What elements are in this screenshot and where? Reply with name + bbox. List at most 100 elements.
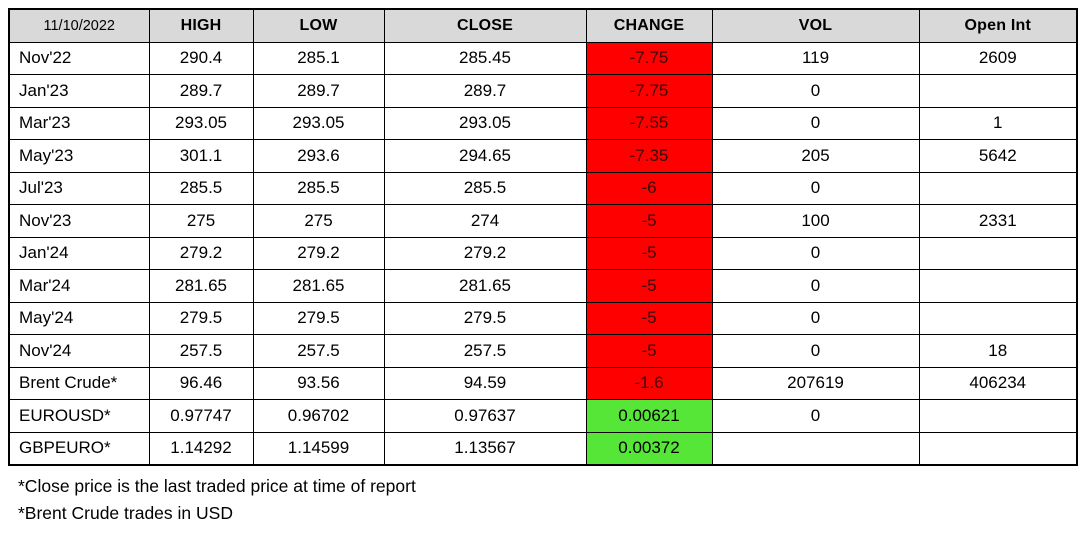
row-label: Jul'23 <box>8 171 150 205</box>
column-header-open-int: Open Int <box>918 8 1078 43</box>
cell-open-int: 5642 <box>918 139 1078 173</box>
cell-close: 279.5 <box>383 301 587 335</box>
cell-vol: 205 <box>711 139 920 173</box>
cell-high: 279.5 <box>148 301 254 335</box>
row-label: Mar'23 <box>8 106 150 140</box>
cell-change: 0.00372 <box>585 431 713 466</box>
cell-close: 1.13567 <box>383 431 587 466</box>
report-date-header: 11/10/2022 <box>8 8 150 43</box>
cell-close: 294.65 <box>383 139 587 173</box>
cell-high: 257.5 <box>148 334 254 368</box>
cell-low: 285.1 <box>252 41 385 75</box>
cell-open-int: 2331 <box>918 204 1078 238</box>
table-row: Nov'22 290.4 285.1 285.45 -7.75 119 2609 <box>8 41 1078 75</box>
cell-change: -5 <box>585 334 713 368</box>
cell-close: 285.5 <box>383 171 587 205</box>
cell-vol: 0 <box>711 269 920 303</box>
cell-high: 293.05 <box>148 106 254 140</box>
cell-high: 301.1 <box>148 139 254 173</box>
cell-high: 0.97747 <box>148 399 254 433</box>
row-label: Brent Crude* <box>8 366 150 400</box>
cell-close: 293.05 <box>383 106 587 140</box>
cell-close: 0.97637 <box>383 399 587 433</box>
cell-open-int: 1 <box>918 106 1078 140</box>
cell-open-int <box>918 301 1078 335</box>
cell-change: -7.75 <box>585 74 713 108</box>
row-label: May'24 <box>8 301 150 335</box>
cell-low: 293.6 <box>252 139 385 173</box>
cell-vol: 119 <box>711 41 920 75</box>
cell-close: 285.45 <box>383 41 587 75</box>
cell-high: 1.14292 <box>148 431 254 466</box>
column-header-high: HIGH <box>148 8 254 43</box>
cell-low: 279.5 <box>252 301 385 335</box>
column-header-low: LOW <box>252 8 385 43</box>
cell-low: 289.7 <box>252 74 385 108</box>
cell-open-int <box>918 236 1078 270</box>
cell-high: 275 <box>148 204 254 238</box>
table-row: Jan'24 279.2 279.2 279.2 -5 0 <box>8 236 1078 270</box>
row-label: May'23 <box>8 139 150 173</box>
cell-close: 94.59 <box>383 366 587 400</box>
cell-close: 279.2 <box>383 236 587 270</box>
cell-low: 285.5 <box>252 171 385 205</box>
cell-close: 281.65 <box>383 269 587 303</box>
table-row: Mar'24 281.65 281.65 281.65 -5 0 <box>8 269 1078 303</box>
cell-change: -7.75 <box>585 41 713 75</box>
cell-vol <box>711 431 920 466</box>
cell-change: -5 <box>585 204 713 238</box>
cell-open-int <box>918 269 1078 303</box>
cell-high: 285.5 <box>148 171 254 205</box>
cell-low: 257.5 <box>252 334 385 368</box>
row-label: Mar'24 <box>8 269 150 303</box>
cell-change: -7.35 <box>585 139 713 173</box>
footnotes: *Close price is the last traded price at… <box>18 473 1084 527</box>
cell-vol: 0 <box>711 171 920 205</box>
cell-low: 93.56 <box>252 366 385 400</box>
table-row: Brent Crude* 96.46 93.56 94.59 -1.6 207619 406… <box>8 366 1078 400</box>
cell-high: 281.65 <box>148 269 254 303</box>
row-label: EUROUSD* <box>8 399 150 433</box>
cell-low: 293.05 <box>252 106 385 140</box>
cell-high: 289.7 <box>148 74 254 108</box>
cell-vol: 207619 <box>711 366 920 400</box>
column-header-change: CHANGE <box>585 8 713 43</box>
cell-low: 279.2 <box>252 236 385 270</box>
table-row: GBPEURO* 1.14292 1.14599 1.13567 0.00372 <box>8 431 1078 466</box>
cell-open-int <box>918 74 1078 108</box>
cell-high: 279.2 <box>148 236 254 270</box>
row-label: Jan'23 <box>8 74 150 108</box>
cell-change: 0.00621 <box>585 399 713 433</box>
row-label: Jan'24 <box>8 236 150 270</box>
cell-vol: 0 <box>711 74 920 108</box>
cell-close: 274 <box>383 204 587 238</box>
cell-open-int <box>918 171 1078 205</box>
row-label: Nov'24 <box>8 334 150 368</box>
table-row: Nov'23 275 275 274 -5 100 2331 <box>8 204 1078 238</box>
cell-change: -7.55 <box>585 106 713 140</box>
cell-change: -1.6 <box>585 366 713 400</box>
table-row: Nov'24 257.5 257.5 257.5 -5 0 18 <box>8 334 1078 368</box>
row-label: Nov'22 <box>8 41 150 75</box>
cell-high: 290.4 <box>148 41 254 75</box>
row-label: Nov'23 <box>8 204 150 238</box>
futures-price-table: 11/10/2022 HIGH LOW CLOSE CHANGE VOL Open Int… <box>8 8 1078 466</box>
cell-change: -5 <box>585 236 713 270</box>
table-row: EUROUSD* 0.97747 0.96702 0.97637 0.00621 0 <box>8 399 1078 433</box>
table-row: May'24 279.5 279.5 279.5 -5 0 <box>8 301 1078 335</box>
cell-open-int: 18 <box>918 334 1078 368</box>
header-row: 11/10/2022 HIGH LOW CLOSE CHANGE VOL Open Int <box>8 8 1078 43</box>
cell-open-int <box>918 431 1078 466</box>
footnote-brent-crude: *Brent Crude trades in USD <box>18 503 233 523</box>
cell-low: 1.14599 <box>252 431 385 466</box>
table-row: May'23 301.1 293.6 294.65 -7.35 205 5642 <box>8 139 1078 173</box>
cell-vol: 0 <box>711 236 920 270</box>
cell-open-int: 2609 <box>918 41 1078 75</box>
cell-change: -5 <box>585 301 713 335</box>
cell-change: -5 <box>585 269 713 303</box>
cell-vol: 100 <box>711 204 920 238</box>
cell-vol: 0 <box>711 334 920 368</box>
cell-vol: 0 <box>711 106 920 140</box>
cell-low: 275 <box>252 204 385 238</box>
cell-low: 281.65 <box>252 269 385 303</box>
